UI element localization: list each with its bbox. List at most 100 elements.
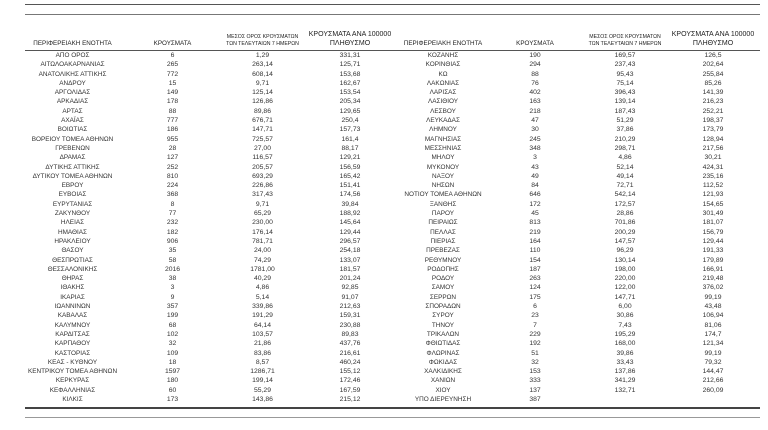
avg-7day-cell: 49,14	[616, 172, 634, 180]
region-cell: ΛΑΡΙΣΑΣ	[429, 89, 457, 97]
table-row: ΘΕΣΠΡΩΤΙΑΣ 58 74,29 133,07 ΡΕΘΥΜΝΟΥ 154 130,14…	[25, 256, 760, 265]
avg-7day-cell: 220,00	[614, 275, 636, 283]
region-cell: ΑΡΤΑΣ	[62, 107, 83, 115]
region-cell: ΑΡΓΟΛΙΔΑΣ	[54, 89, 91, 97]
region-cell: ΒΟΙΩΤΙΑΣ	[57, 126, 88, 134]
avg-7day-cell: 147,57	[614, 237, 636, 245]
cases-cell: 1597	[164, 368, 181, 376]
table-row: ΚΕΦΑΛΛΗΝΙΑΣ 60 55,29 167,59 ΧΙΟΥ 137 132,71 260…	[25, 386, 760, 395]
per-100k-cell: 376,02	[702, 284, 724, 292]
table-row: ΚΑΡΠΑΘΟΥ 32 21,86 437,76 ΦΘΙΩΤΙΔΑΣ 192 168,00 1…	[25, 339, 760, 348]
region-cell: ΘΕΣΣΑΛΟΝΙΚΗΣ	[47, 265, 98, 273]
per-100k-cell: 255,84	[702, 70, 724, 78]
avg-7day-cell: 74,29	[253, 256, 271, 264]
avg-7day-cell: 83,86	[253, 349, 271, 357]
per-100k-cell: 85,26	[704, 79, 722, 87]
avg-7day-cell: 542,14	[614, 191, 636, 199]
per-100k-cell: 174,7	[704, 330, 722, 338]
avg-7day-cell: 39,86	[616, 349, 634, 357]
avg-7day-cell: 9,71	[255, 200, 270, 208]
header-per100k-line1: ΚΡΟΥΣΜΑΤΑ ΑΝΑ 100000	[671, 31, 755, 38]
region-cell: ΘΗΡΑΣ	[61, 275, 84, 283]
region-cell: ΚΑΒΑΛΑΣ	[57, 312, 88, 320]
top-rule	[25, 4, 760, 5]
table-row: ΚΑΡΔΙΤΣΑΣ 102 103,57 89,83 ΤΡΙΚΑΛΩΝ 229 195,29…	[25, 330, 760, 339]
header-avg-line2: ΤΩΝ ΤΕΛΕΥΤΑΙΩΝ 7 ΗΜΕΡΩΝ	[226, 41, 299, 47]
per-100k-cell: 89,83	[341, 330, 359, 338]
per-100k-cell: 91,07	[341, 293, 359, 301]
cases-cell: 43	[531, 163, 539, 171]
table-row: ΚΑΣΤΟΡΙΑΣ 109 83,86 216,61 ΦΛΩΡΙΝΑΣ 51 39,86 99…	[25, 349, 760, 358]
cases-cell: 6	[533, 303, 537, 311]
avg-7day-cell: 263,14	[252, 61, 273, 69]
per-100k-cell: 215,12	[339, 395, 361, 403]
per-100k-cell: 219,48	[702, 275, 724, 283]
cases-cell: 263	[529, 275, 541, 283]
avg-7day-cell: 30,86	[616, 312, 634, 320]
per-100k-cell: 151,41	[339, 182, 361, 190]
region-cell: ΠΡΕΒΕΖΑΣ	[426, 247, 460, 255]
cases-cell: 35	[168, 247, 177, 255]
per-100k-cell: 153,54	[339, 89, 361, 97]
cases-cell: 32	[531, 358, 539, 366]
per-100k-cell: 172,46	[339, 377, 361, 385]
cases-cell: 110	[529, 247, 541, 255]
avg-7day-cell: 608,14	[252, 70, 273, 78]
cases-cell: 178	[166, 98, 179, 106]
per-100k-cell: 188,92	[339, 210, 361, 218]
per-100k-cell: 198,37	[702, 117, 724, 125]
cases-cell: 813	[529, 219, 541, 227]
per-100k-cell: 121,34	[702, 340, 724, 348]
region-cell: ΧΙΟΥ	[435, 386, 451, 394]
region-cell: ΚΑΛΥΜΝΟΥ	[54, 321, 91, 329]
cases-cell: 15	[168, 79, 177, 87]
table-body: ΑΠΟ ΟΡΟΣ 6 1,29 331,31 ΚΟΖΑΝΗΣ 190 169,57 126,5…	[25, 51, 760, 405]
per-100k-cell: 154,65	[702, 200, 724, 208]
region-cell: ΚΑΣΤΟΡΙΑΣ	[54, 349, 91, 357]
cases-cell: 154	[529, 256, 541, 264]
region-cell: ΡΟΔΟΥ	[431, 275, 455, 283]
avg-7day-cell: 96,29	[616, 247, 634, 255]
cases-cell: 182	[166, 228, 179, 236]
avg-7day-cell: 143,86	[252, 395, 273, 403]
region-cell: ΜΑΓΝΗΣΙΑΣ	[424, 135, 462, 143]
avg-7day-cell: 200,29	[614, 228, 636, 236]
avg-7day-cell: 116,57	[252, 154, 273, 162]
cases-cell: 402	[529, 89, 541, 97]
cases-cell: 906	[166, 237, 179, 245]
per-100k-cell: 156,59	[339, 163, 361, 171]
avg-7day-cell: 147,71	[252, 126, 273, 134]
region-cell: ΛΕΥΚΑΔΑΣ	[426, 117, 460, 125]
cases-cell: 810	[166, 172, 179, 180]
per-100k-cell: 181,07	[702, 219, 724, 227]
avg-7day-cell: 176,14	[252, 228, 273, 236]
header-avg-line1: ΜΕΣΟΣ ΟΡΟΣ ΚΡΟΥΣΜΑΤΩΝ	[589, 34, 661, 40]
cases-cell: 163	[529, 98, 541, 106]
region-cell: ΚΩ	[438, 70, 448, 78]
region-cell: ΝΗΣΩΝ	[431, 182, 455, 190]
avg-7day-cell: 230,00	[252, 219, 273, 227]
region-cell: ΡΕΘΥΜΝΟΥ	[424, 256, 462, 264]
per-100k-cell: 165,42	[339, 172, 361, 180]
per-100k-cell: 174,56	[339, 191, 361, 199]
per-100k-cell: 157,73	[339, 126, 361, 134]
avg-7day-cell: 64,14	[253, 321, 271, 329]
table-row: ΔΡΑΜΑΣ 127 116,57 129,21 ΜΗΛΟΥ 3 4,86 30,21	[25, 153, 760, 162]
per-100k-cell: 141,39	[702, 89, 724, 97]
table-row: ΒΟΡΕΙΟΥ ΤΟΜΕΑ ΑΘΗΝΩΝ 955 725,57 161,4 ΜΑΓΝΗΣ…	[25, 135, 760, 144]
bottom-rule	[25, 407, 760, 409]
region-cell: ΔΡΑΜΑΣ	[59, 154, 86, 162]
table-row: ΙΘΑΚΗΣ 3 4,86 92,85 ΣΑΜΟΥ 124 122,00 376,02	[25, 283, 760, 292]
cases-cell: 192	[529, 340, 541, 348]
cases-cell: 102	[166, 330, 179, 338]
table-row: ΑΡΓΟΛΙΔΑΣ 149 125,14 153,54 ΛΑΡΙΣΑΣ 402 396,43…	[25, 88, 760, 97]
header-cases-left: ΚΡΟΥΣΜΑΤΑ	[120, 22, 225, 51]
table-row: ΑΝΔΡΟΥ 15 9,71 162,67 ΛΑΚΩΝΙΑΣ 76 75,14 85,26	[25, 79, 760, 88]
region-cell: ΛΑΚΩΝΙΑΣ	[426, 79, 460, 87]
table-row: ΕΥΡΥΤΑΝΙΑΣ 8 9,71 39,84 ΞΑΝΘΗΣ 172 172,57 154,6…	[25, 200, 760, 209]
region-cell: ΛΑΣΙΘΙΟΥ	[427, 98, 459, 106]
per-100k-cell: 129,21	[339, 154, 361, 162]
per-100k-cell: 424,31	[702, 163, 724, 171]
table-row: ΑΠΟ ΟΡΟΣ 6 1,29 331,31 ΚΟΖΑΝΗΣ 190 169,57 126,5	[25, 51, 760, 61]
region-cell: ΜΥΚΟΝΟΥ	[426, 163, 460, 171]
